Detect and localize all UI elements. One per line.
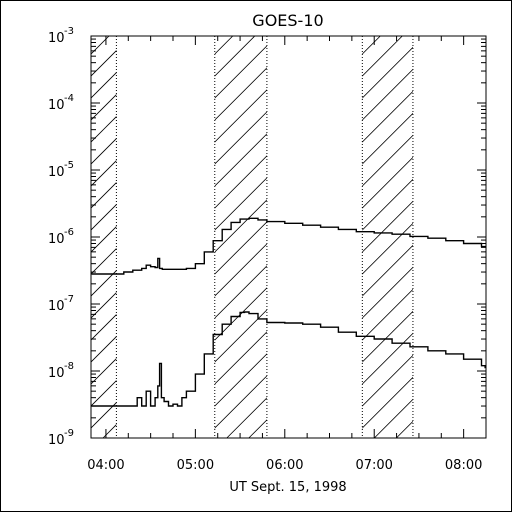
series-line-1	[91, 311, 486, 407]
y-tick-label-base: 10	[48, 98, 65, 113]
y-tick-label-exponent: -9	[64, 428, 74, 439]
y-tick-label-exponent: -3	[64, 26, 74, 37]
y-axis: 10-910-810-710-610-510-410-3	[48, 26, 486, 448]
y-tick-label-base: 10	[48, 433, 65, 448]
y-tick-label-exponent: -5	[64, 160, 74, 171]
x-tick-label: 04:00	[87, 458, 124, 473]
x-tick-label: 08:00	[445, 458, 482, 473]
y-tick-label-base: 10	[48, 165, 65, 180]
hatched-intervals	[91, 36, 414, 438]
y-tick-label-exponent: -6	[64, 227, 74, 238]
series-layer	[91, 217, 486, 407]
series-line-0	[91, 217, 486, 275]
y-tick-label-exponent: -4	[64, 93, 74, 104]
y-tick-label-base: 10	[48, 299, 65, 314]
x-tick-label: 07:00	[355, 458, 392, 473]
y-tick-label-base: 10	[48, 366, 65, 381]
y-tick-label-base: 10	[48, 31, 65, 46]
hatch-band-0	[91, 36, 117, 438]
chart-title: GOES-10	[252, 11, 323, 30]
hatch-band-2	[361, 36, 414, 438]
plot-border	[90, 35, 487, 439]
hatch-band-1	[214, 36, 268, 438]
x-axis: 04:00 05:00 06:00 07:00 08:00	[87, 36, 487, 473]
y-tick-label-exponent: -7	[64, 294, 74, 305]
x-axis-label: UT Sept. 15, 1998	[229, 480, 346, 495]
y-tick-label-base: 10	[48, 232, 65, 247]
x-tick-label: 06:00	[266, 458, 303, 473]
x-tick-label: 05:00	[177, 458, 214, 473]
y-tick-label-exponent: -8	[64, 361, 74, 372]
